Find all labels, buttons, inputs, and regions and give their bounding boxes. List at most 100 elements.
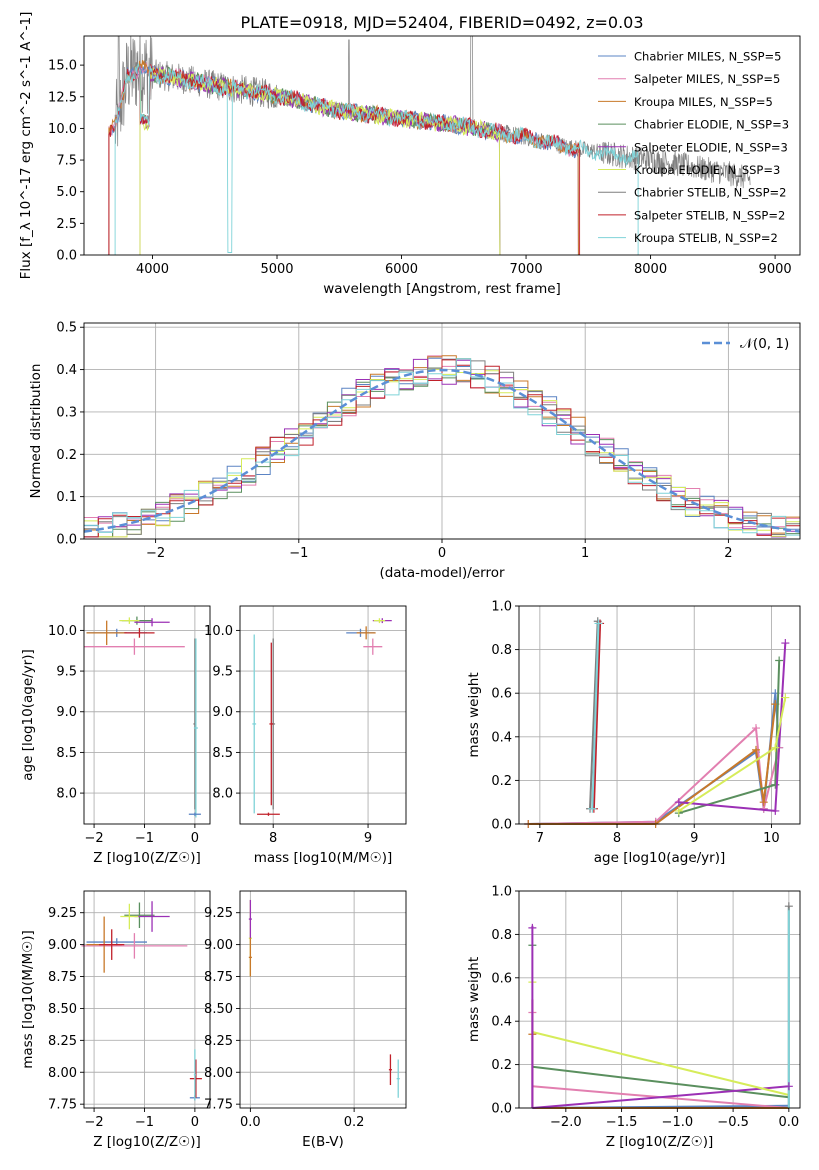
x-axis-label: Z [log10(Z/Z☉)] — [606, 1134, 714, 1150]
normal-reference-line — [83, 368, 801, 533]
model-spectrum-line — [108, 66, 579, 255]
x-tick-label: 2 — [724, 546, 732, 561]
model-spectrum-line — [114, 63, 639, 255]
y-tick-label: 1.0 — [491, 600, 512, 615]
legend-label: Kroupa ELODIE, N_SSP=3 — [634, 163, 780, 177]
text-layer: PLATE=0918, MJD=52404, FIBERID=0492, z=0… — [18, 12, 799, 1150]
y-tick-label: 10.0 — [48, 122, 77, 137]
x-tick-label: 8 — [269, 831, 277, 846]
axes-frame — [239, 605, 407, 825]
mass-weight-line — [528, 725, 781, 825]
histogram-step — [84, 355, 800, 538]
y-tick-label: 10.0 — [48, 624, 77, 639]
axes-frame — [518, 605, 801, 825]
legend-label: Kroupa STELIB, N_SSP=2 — [634, 231, 778, 245]
x-tick-label: 4000 — [136, 262, 169, 277]
axes-frame — [518, 890, 801, 1109]
x-tick-label: 7 — [536, 831, 544, 846]
x-tick-label: 9000 — [759, 262, 792, 277]
x-tick-label: 5000 — [260, 262, 293, 277]
x-tick-label: 8 — [613, 831, 621, 846]
x-axis-label: wavelength [Angstrom, rest frame] — [323, 281, 561, 297]
x-tick-label: 0.0 — [240, 1115, 261, 1130]
y-tick-label: 0.6 — [491, 687, 512, 702]
mass-weight-point — [771, 780, 780, 789]
y-tick-label: 8.00 — [204, 1066, 233, 1081]
x-tick-label: 6000 — [385, 262, 418, 277]
y-tick-label: 7.5 — [56, 154, 77, 169]
y-tick-label: 0.4 — [491, 730, 512, 745]
y-tick-label: 9.00 — [204, 938, 233, 953]
legend-label: Salpeter MILES, N_SSP=5 — [634, 72, 780, 86]
y-tick-label: 0.5 — [56, 321, 77, 336]
model-spectrum-line — [108, 60, 579, 255]
histogram-step — [84, 358, 800, 538]
y-axis-label: mass weight — [466, 672, 482, 757]
x-axis-label: E(B-V) — [302, 1134, 344, 1150]
model-spectrum-line — [139, 66, 501, 255]
y-tick-label: 0.2 — [56, 448, 77, 463]
x-tick-label: 0 — [438, 546, 446, 561]
model-spectrum-line — [108, 64, 581, 255]
y-tick-label: 8.75 — [48, 970, 77, 985]
x-tick-label: 0.0 — [779, 1115, 800, 1130]
x-axis-label: age [log10(age/yr)] — [594, 850, 726, 866]
x-axis-label: Z [log10(Z/Z☉)] — [93, 850, 201, 866]
y-tick-label: 0.0 — [491, 1102, 512, 1117]
y-tick-label: 10.0 — [204, 624, 233, 639]
mass-weight-line — [592, 623, 602, 809]
y-tick-label: 0.2 — [491, 774, 512, 789]
y-tick-label: 9.0 — [56, 705, 77, 720]
y-tick-label: 8.75 — [204, 970, 233, 985]
x-tick-label: 0 — [191, 1115, 199, 1130]
y-tick-label: 9.00 — [48, 938, 77, 953]
mass-weight-point — [784, 902, 793, 911]
y-tick-label: 0.8 — [491, 928, 512, 943]
mass-weight-point — [594, 619, 603, 628]
x-tick-label: 10 — [763, 831, 780, 846]
mass-weight-line — [532, 1085, 789, 1109]
mass-weight-line — [528, 703, 777, 825]
x-tick-label: −2 — [146, 546, 165, 561]
x-axis-label: Z [log10(Z/Z☉)] — [93, 1134, 201, 1150]
y-axis-label: Flux [f_λ 10^-17 erg cm^-2 s^-1 A^-1] — [18, 12, 34, 280]
x-tick-label: −2.0 — [550, 1115, 582, 1130]
y-tick-label: 0.8 — [491, 643, 512, 658]
y-tick-label: 0.3 — [56, 405, 77, 420]
model-spectrum-line — [139, 65, 501, 255]
x-tick-label: 8000 — [634, 262, 667, 277]
x-axis-label: (data-model)/error — [379, 565, 505, 581]
mass-weight-point — [588, 804, 597, 813]
axes-frame — [83, 322, 801, 540]
chart-title: PLATE=0918, MJD=52404, FIBERID=0492, z=0… — [240, 13, 643, 32]
mass-weight-point — [781, 693, 790, 702]
mass-weight-point — [674, 798, 683, 807]
y-tick-label: 8.5 — [56, 746, 77, 761]
x-tick-label: −1.5 — [606, 1115, 638, 1130]
y-axis-label: mass weight — [466, 957, 482, 1042]
y-tick-label: 8.0 — [212, 787, 233, 802]
y-tick-label: 9.25 — [204, 906, 233, 921]
y-tick-label: 8.25 — [204, 1034, 233, 1049]
legend-label: Kroupa MILES, N_SSP=5 — [634, 95, 773, 109]
y-tick-label: 0.4 — [56, 363, 77, 378]
x-tick-label: 1 — [581, 546, 589, 561]
mass-weight-point — [781, 639, 790, 648]
y-axis-label: age [log10(age/yr)] — [20, 649, 36, 781]
mass-weight-point — [759, 798, 768, 807]
x-axis-label: mass [log10(M/M☉)] — [254, 850, 393, 866]
x-tick-label: −0.5 — [717, 1115, 749, 1130]
x-tick-label: −1.0 — [662, 1115, 694, 1130]
y-tick-label: 8.00 — [48, 1066, 77, 1081]
axes-frame — [83, 890, 211, 1109]
frames-layer — [80, 35, 801, 1112]
model-spectrum-line — [108, 61, 579, 255]
x-tick-label: −1 — [135, 1115, 154, 1130]
axes-frame — [83, 605, 211, 825]
mass-weight-point — [771, 806, 780, 815]
x-tick-label: −1 — [289, 546, 308, 561]
y-tick-label: 9.5 — [212, 665, 233, 680]
y-tick-label: 9.0 — [212, 705, 233, 720]
mass-weight-point — [775, 656, 784, 665]
